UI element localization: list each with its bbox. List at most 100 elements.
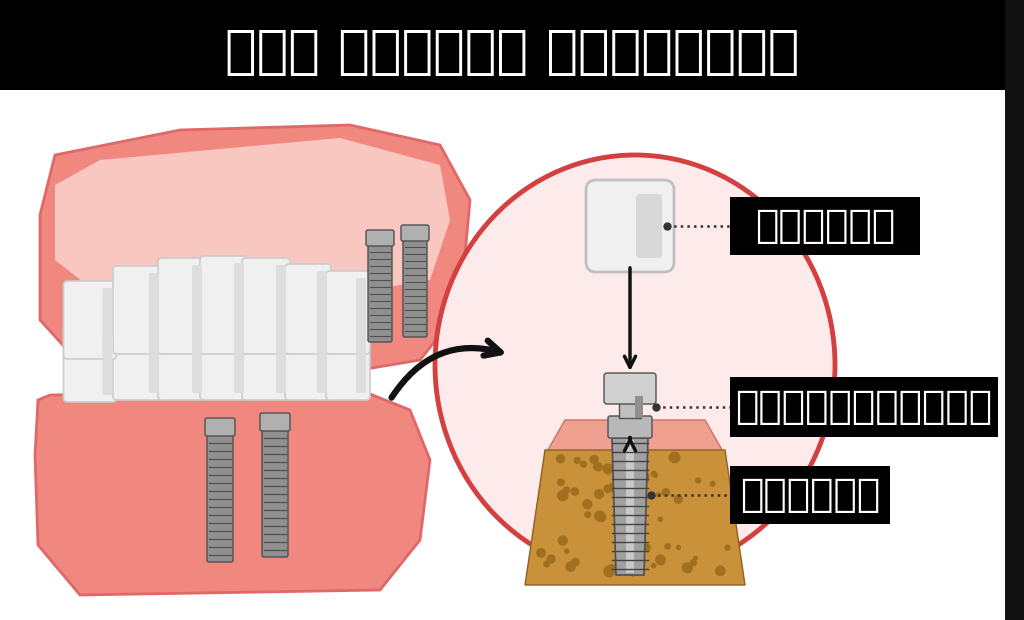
FancyBboxPatch shape — [326, 271, 370, 354]
FancyBboxPatch shape — [242, 258, 290, 354]
FancyBboxPatch shape — [276, 265, 286, 347]
FancyBboxPatch shape — [207, 428, 233, 562]
Polygon shape — [612, 438, 648, 575]
Circle shape — [537, 548, 546, 558]
Polygon shape — [35, 390, 430, 595]
FancyBboxPatch shape — [317, 271, 327, 347]
Circle shape — [630, 570, 636, 577]
FancyBboxPatch shape — [326, 322, 370, 400]
FancyBboxPatch shape — [63, 326, 117, 402]
FancyBboxPatch shape — [285, 264, 331, 354]
Circle shape — [624, 546, 630, 552]
Circle shape — [638, 471, 650, 483]
Circle shape — [676, 545, 681, 551]
Bar — [730, 466, 890, 524]
Circle shape — [557, 490, 568, 502]
Polygon shape — [545, 420, 725, 455]
FancyBboxPatch shape — [285, 314, 331, 400]
FancyBboxPatch shape — [102, 333, 113, 395]
Circle shape — [590, 455, 599, 464]
Circle shape — [593, 462, 603, 472]
Circle shape — [594, 489, 604, 499]
Text: பல் மாற்று சிகிச்சை: பல் மாற்று சிகிச்சை — [225, 26, 799, 78]
Circle shape — [642, 543, 651, 552]
FancyBboxPatch shape — [158, 258, 206, 354]
Circle shape — [662, 488, 670, 497]
FancyBboxPatch shape — [262, 423, 288, 557]
Bar — [635, 396, 643, 418]
FancyBboxPatch shape — [317, 321, 327, 393]
FancyBboxPatch shape — [276, 315, 286, 393]
Circle shape — [570, 487, 580, 496]
Circle shape — [651, 563, 656, 569]
Circle shape — [682, 562, 693, 574]
Circle shape — [583, 499, 593, 510]
Bar — [626, 440, 634, 573]
Circle shape — [637, 503, 642, 509]
Circle shape — [603, 565, 615, 577]
FancyBboxPatch shape — [150, 321, 159, 393]
Circle shape — [634, 502, 640, 508]
FancyBboxPatch shape — [102, 288, 113, 352]
Circle shape — [724, 544, 731, 551]
Circle shape — [669, 451, 680, 463]
Text: அபூட்மென்ட்: அபூட்மென்ட் — [735, 388, 992, 426]
Circle shape — [650, 471, 656, 477]
Circle shape — [606, 564, 616, 574]
Circle shape — [563, 486, 570, 494]
FancyBboxPatch shape — [193, 315, 202, 393]
FancyBboxPatch shape — [242, 308, 290, 400]
FancyBboxPatch shape — [260, 413, 290, 431]
Circle shape — [655, 492, 662, 497]
FancyBboxPatch shape — [150, 273, 159, 347]
FancyBboxPatch shape — [200, 306, 248, 400]
Circle shape — [665, 543, 671, 550]
Circle shape — [543, 560, 550, 567]
FancyBboxPatch shape — [63, 281, 117, 359]
Bar — [730, 377, 998, 437]
FancyBboxPatch shape — [193, 265, 202, 347]
FancyBboxPatch shape — [368, 238, 392, 342]
Circle shape — [602, 463, 613, 474]
Bar — [0, 0, 1024, 90]
Bar — [730, 197, 920, 255]
FancyBboxPatch shape — [604, 373, 656, 404]
Polygon shape — [525, 450, 745, 585]
Circle shape — [608, 482, 620, 493]
FancyBboxPatch shape — [200, 256, 248, 354]
Circle shape — [565, 561, 575, 572]
Circle shape — [674, 494, 683, 504]
Circle shape — [690, 559, 697, 566]
Circle shape — [632, 458, 639, 464]
Circle shape — [657, 516, 664, 522]
Circle shape — [652, 472, 658, 478]
Circle shape — [596, 512, 606, 522]
Polygon shape — [40, 125, 470, 380]
Circle shape — [693, 556, 698, 561]
Circle shape — [571, 558, 580, 567]
Bar — [618, 396, 641, 418]
FancyBboxPatch shape — [356, 278, 366, 347]
Circle shape — [585, 511, 592, 518]
Bar — [1005, 0, 1024, 620]
Circle shape — [710, 480, 716, 487]
Circle shape — [573, 457, 581, 464]
Circle shape — [655, 554, 666, 565]
FancyBboxPatch shape — [158, 308, 206, 400]
Circle shape — [620, 466, 628, 474]
Circle shape — [557, 479, 565, 486]
FancyBboxPatch shape — [234, 313, 244, 393]
Circle shape — [603, 484, 612, 493]
FancyBboxPatch shape — [113, 314, 163, 400]
FancyBboxPatch shape — [403, 233, 427, 337]
Circle shape — [594, 510, 605, 521]
Circle shape — [695, 477, 701, 484]
Circle shape — [617, 485, 627, 495]
FancyBboxPatch shape — [608, 416, 652, 438]
FancyBboxPatch shape — [356, 329, 366, 393]
FancyBboxPatch shape — [113, 266, 163, 354]
Text: ஸ்க்ரூ: ஸ்க்ரூ — [740, 476, 880, 514]
FancyBboxPatch shape — [586, 180, 674, 272]
FancyBboxPatch shape — [636, 194, 662, 258]
Circle shape — [580, 461, 587, 467]
